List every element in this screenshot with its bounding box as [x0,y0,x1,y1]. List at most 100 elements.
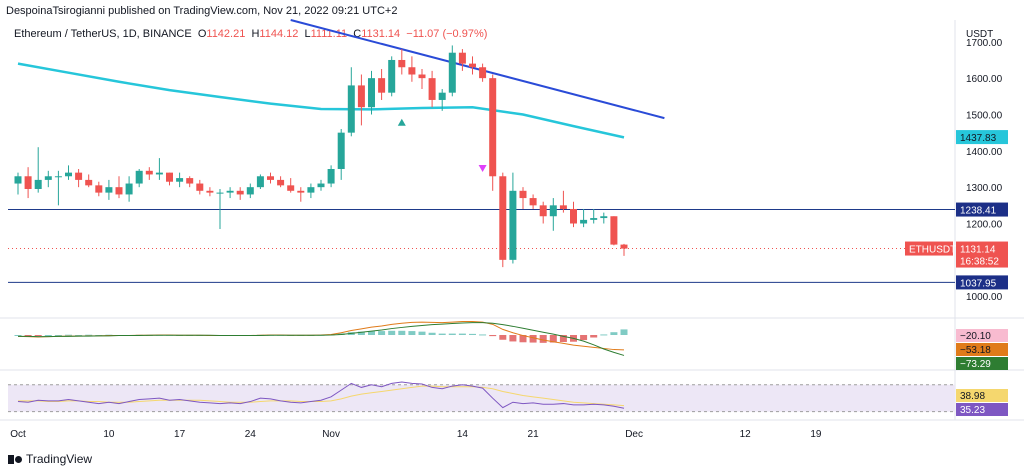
ma-label: 1437.83 [960,133,997,144]
candle-body [519,190,527,199]
macd-histogram-bar [549,335,557,343]
candle-body [95,185,103,193]
candle-body [246,187,254,195]
candle-body [287,185,295,191]
candle-body [570,208,577,224]
macd-histogram-bar [54,335,62,336]
tradingview-logo-icon [8,454,22,464]
macd-histogram-bar [469,333,476,335]
time-axis-label: Nov [322,429,340,440]
macd-histogram-bar [378,331,386,335]
level-label: 1037.95 [960,278,997,289]
candle-body [54,176,62,178]
macd-histogram-bar [85,334,93,336]
rsi-band-background [8,384,955,412]
time-axis-label: Oct [10,429,26,440]
time-axis-label: 19 [810,429,822,440]
symbol-tag-bg [905,241,953,256]
rsi-value-label-bg [956,403,1008,416]
candle-body [166,172,173,182]
candle-body [277,179,285,186]
candle-body [206,190,214,193]
time-axis-label: 24 [245,429,257,440]
symbol-name: Ethereum / TetherUS, 1D, BINANCE [14,28,192,40]
macd-histogram-bar [559,335,567,342]
price-tick-label: 1700.00 [966,38,1003,49]
price-tick-label: 1200.00 [966,220,1003,231]
candle-body [600,216,608,219]
candle-body [135,170,143,184]
tradingview-brand[interactable]: TradingView [8,452,92,466]
currency-label: USDT [966,29,993,40]
macd-histogram-bar [44,335,52,336]
macd-histogram-bar [489,335,497,337]
macd-histogram-bar [529,335,537,343]
brand-name: TradingView [26,452,93,466]
candle-body [317,183,325,188]
close-value: 1131.14 [361,28,401,40]
candle-body [105,187,113,193]
candle-body [580,219,588,224]
macd-histogram-bar [24,335,32,336]
sell-signal-icon [478,165,487,172]
candle-body [368,78,375,108]
candle-body [24,176,32,189]
change-value: −11.07 (−0.97%) [406,28,488,40]
candle-body [448,52,456,93]
candle-body [14,176,22,184]
rsi-value-label: 38.98 [960,391,985,402]
candle-body [196,183,204,191]
macd-value-label: −73.29 [960,359,991,370]
candle-body [307,187,315,193]
candle-body [297,190,305,193]
macd-histogram-bar [580,335,588,341]
candle-body [398,59,406,68]
level-label: 1238.41 [960,206,997,217]
macd-histogram-bar [357,331,365,335]
candle-body [610,216,618,245]
macd-histogram-bar [75,335,83,336]
rsi-value-label: 35.23 [960,405,985,416]
candle-body [256,176,264,188]
candle-body [418,74,426,79]
candle-body [378,78,386,93]
candle-body [125,183,133,195]
price-tick-label: 1600.00 [966,74,1003,85]
macd-histogram-bar [438,333,446,335]
candle-body [176,178,184,182]
candle-body [620,244,628,249]
macd-histogram-bar [600,334,608,336]
candle-body [357,85,365,108]
time-axis-label: 17 [174,429,186,440]
candle-body [44,176,52,180]
rsi-value-label-bg [956,389,1008,402]
candle-body [469,63,476,68]
candle-body [115,187,123,195]
macd-value-label: −53.18 [960,345,991,356]
rsi-ma-line [18,385,625,407]
candle-body [85,179,93,186]
candle-body [499,176,507,260]
candle-body [509,190,517,260]
time-axis-label: 21 [528,429,540,440]
candle-body [458,52,466,64]
macd-histogram-bar [398,330,406,335]
candle-body [226,190,234,193]
candle-body [529,198,537,206]
moving-average-line [17,62,625,139]
macd-histogram-bar [519,335,527,343]
macd-value-label-bg [956,357,1008,370]
price-tick-label: 1400.00 [966,147,1003,158]
candle-body [186,178,194,184]
candle-body [428,78,436,100]
macd-histogram-bar [14,335,22,336]
macd-histogram-bar [388,330,396,335]
level-label-bg [956,202,1008,217]
macd-histogram-bar [34,335,42,336]
bar-countdown-label: 16:38:52 [960,257,999,268]
time-axis-label: Dec [625,429,643,440]
candle-body [347,85,355,133]
macd-histogram-bar [368,331,375,335]
macd-histogram-bar [418,331,426,335]
